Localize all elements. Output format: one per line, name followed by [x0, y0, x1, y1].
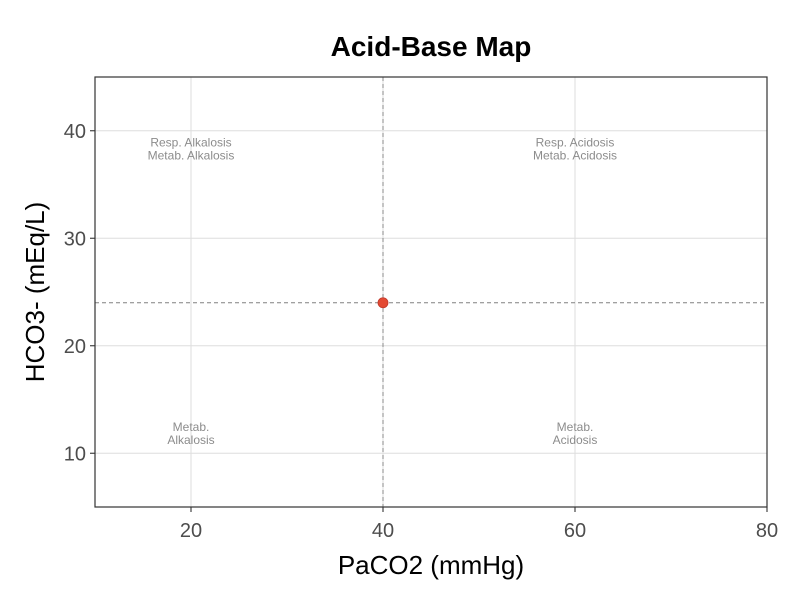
x-tick-label: 40 — [372, 520, 394, 542]
chart-title: Acid-Base Map — [331, 31, 532, 62]
x-tick-label: 20 — [180, 520, 202, 542]
y-tick-label: 30 — [64, 228, 86, 250]
data-points — [377, 297, 389, 309]
reference-lines — [95, 77, 767, 507]
region-annotation: Resp. Acidosis Metab. Acidosis — [533, 135, 617, 162]
y-tick-label: 10 — [64, 443, 86, 465]
annotation-line: Alkalosis — [167, 433, 214, 447]
annotation-line: Resp. Alkalosis — [150, 135, 231, 149]
x-axis-title: PaCO2 (mmHg) — [338, 550, 524, 580]
annotation-line: Acidosis — [553, 433, 598, 447]
annotation-line: Metab. — [173, 420, 210, 434]
plot-panel-border — [94, 76, 768, 508]
annotation-line: Resp. Acidosis — [536, 135, 615, 149]
y-axis-title: HCO3- (mEq/L) — [20, 202, 50, 383]
y-tick-label: 40 — [64, 121, 86, 143]
data-point — [377, 297, 389, 309]
region-annotation: Metab. Alkalosis — [167, 420, 214, 447]
x-tick-label: 80 — [756, 520, 778, 542]
axis-ticks: 20 40 60 80 10 20 30 40 — [64, 121, 778, 542]
annotation-line: Metab. — [557, 420, 594, 434]
region-annotation: Metab. Acidosis — [553, 420, 598, 447]
x-tick-label: 60 — [564, 520, 586, 542]
annotation-line: Metab. Alkalosis — [148, 148, 235, 162]
y-tick-label: 20 — [64, 336, 86, 358]
region-annotation: Resp. Alkalosis Metab. Alkalosis — [148, 135, 235, 162]
annotation-line: Metab. Acidosis — [533, 148, 617, 162]
